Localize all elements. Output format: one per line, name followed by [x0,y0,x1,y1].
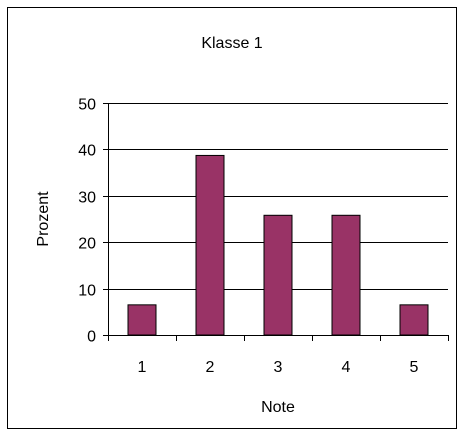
x-tick-label: 5 [410,359,419,376]
bar [195,154,225,336]
gridlines [108,103,448,290]
y-tick-label: 10 [78,283,96,300]
bar [127,304,157,336]
y-axis-label: Prozent [35,191,52,247]
x-axis-label: Note [261,399,295,416]
y-tick-label: 40 [78,143,96,160]
y-tick-labels: 0 10 20 30 40 50 [78,97,96,346]
y-tick-label: 20 [78,236,96,253]
chart-title: Klasse 1 [201,35,262,52]
x-tick-label: 3 [274,359,283,376]
x-tick-label: 2 [206,359,215,376]
y-tick-label: 50 [78,97,96,114]
bar [331,214,361,336]
x-tick-label: 4 [342,359,351,376]
bar [399,304,429,336]
bar [263,214,293,336]
y-tick-label: 30 [78,190,96,207]
y-tick-label: 0 [87,329,96,346]
chart-border [7,7,457,429]
x-tick-labels: 1 2 3 4 5 [138,359,419,376]
axes [103,103,449,341]
bars [127,154,429,336]
x-tick-label: 1 [138,359,147,376]
